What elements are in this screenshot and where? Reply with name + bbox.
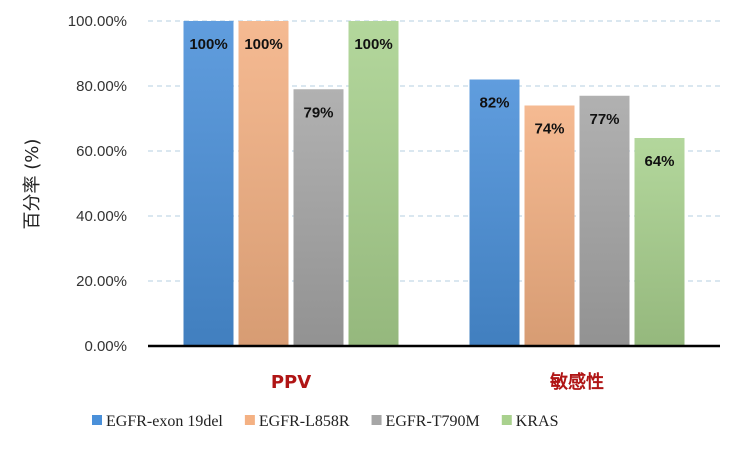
- bars: [183, 21, 685, 346]
- legend-label: EGFR-T790M: [386, 413, 480, 430]
- data-label: 100%: [354, 36, 392, 53]
- bar: [238, 21, 289, 346]
- legend-label: KRAS: [516, 413, 559, 430]
- legend-label: EGFR-exon 19del: [106, 413, 223, 430]
- x-category-label: 敏感性: [549, 371, 604, 393]
- data-label: 77%: [589, 111, 619, 128]
- y-tick-label: 80.00%: [76, 78, 127, 95]
- bar: [348, 21, 399, 346]
- data-label: 64%: [644, 153, 674, 170]
- y-tick-label: 100.00%: [68, 13, 127, 30]
- bar: [579, 95, 630, 346]
- data-label: 74%: [534, 121, 564, 138]
- y-tick-label: 0.00%: [84, 338, 127, 355]
- data-label: 82%: [479, 95, 509, 112]
- y-axis-ticks: 0.00% 20.00% 40.00% 60.00% 80.00% 100.00%: [68, 13, 127, 355]
- bar: [183, 21, 234, 346]
- data-label: 100%: [244, 36, 282, 53]
- legend-label: EGFR-L858R: [259, 413, 350, 430]
- y-tick-label: 40.00%: [76, 208, 127, 225]
- category-labels: PPV 敏感性: [271, 371, 604, 393]
- y-axis-title: 百分率 (%): [22, 139, 43, 230]
- legend-swatch: [371, 415, 382, 425]
- legend-swatch: [501, 415, 512, 425]
- legend: EGFR-exon 19del EGFR-L858R EGFR-T790M KRAS: [92, 413, 558, 430]
- y-tick-label: 20.00%: [76, 273, 127, 290]
- gridlines: [148, 20, 720, 282]
- y-tick-label: 60.00%: [76, 143, 127, 160]
- bar: [524, 105, 575, 346]
- data-label: 100%: [189, 36, 227, 53]
- bar: [469, 79, 520, 346]
- bar: [293, 89, 344, 346]
- bar: [634, 138, 685, 346]
- x-category-label: PPV: [271, 372, 311, 393]
- legend-swatch: [244, 415, 255, 425]
- data-label: 79%: [303, 104, 333, 121]
- legend-swatch: [92, 415, 102, 425]
- data-labels: 100% 100% 79% 100% 82% 74% 77% 64%: [189, 36, 674, 170]
